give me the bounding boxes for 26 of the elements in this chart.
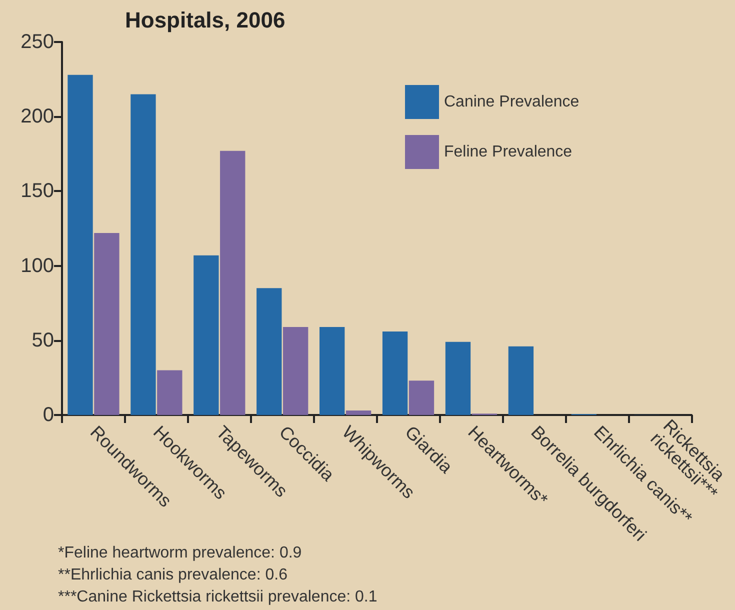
bar [408, 380, 434, 415]
y-tick-label: 200 [20, 106, 54, 128]
bar [94, 232, 120, 415]
bar [319, 326, 345, 415]
bar [445, 342, 471, 415]
text: *Feline heartworm prevalence: 0.9 [58, 544, 302, 562]
y-tick-label: 50 [32, 329, 54, 352]
legend-label: Feline Prevalence [444, 144, 572, 160]
text: **Ehrlichia canis prevalence: 0.6 [58, 566, 288, 584]
bar [382, 331, 408, 415]
bar [194, 255, 219, 415]
text: ***Canine Rickettsia rickettsii prevalence: 0.1 [58, 588, 378, 606]
bar [256, 288, 282, 415]
y-tick-label: 250 [20, 31, 54, 53]
bar [157, 370, 182, 415]
bar [508, 346, 534, 415]
y-tick-label: 150 [20, 180, 54, 202]
bar [220, 150, 246, 415]
legend-label: Canine Prevalence [444, 94, 580, 110]
bar [282, 326, 308, 415]
chart-title: Hospitals, 2006 [125, 8, 286, 32]
bar [68, 74, 93, 415]
y-tick-label: 100 [20, 254, 54, 277]
bar [130, 94, 156, 415]
y-tick-label: 0 [42, 404, 54, 426]
bar [346, 410, 372, 415]
